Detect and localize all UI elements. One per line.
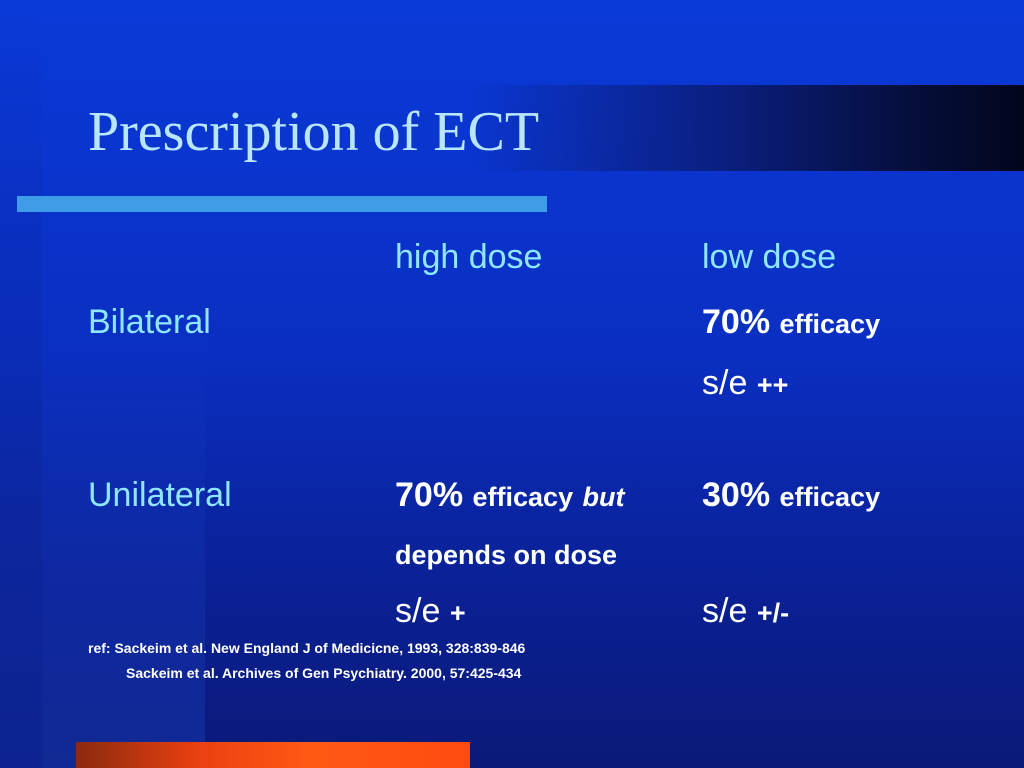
bilateral-low-se-mark: ++ — [756, 370, 789, 400]
unilateral-low-se-label: s/e — [702, 592, 748, 630]
title-underline-bar — [17, 196, 547, 212]
slide-title: Prescription of ECT — [88, 101, 540, 163]
reference-line-1: ref: Sackeim et al. New England J of Med… — [88, 640, 526, 656]
row-label-bilateral: Bilateral — [88, 303, 211, 341]
unilateral-high-but: but — [582, 482, 625, 512]
unilateral-high-efficacy-word: efficacy — [472, 482, 574, 512]
bilateral-low-percent: 70% — [702, 303, 771, 341]
unilateral-high-side-effects: s/e + — [395, 592, 466, 631]
unilateral-low-efficacy-word: efficacy — [779, 482, 881, 512]
header-high-dose: high dose — [395, 238, 543, 276]
bilateral-low-efficacy: 70% efficacy — [702, 303, 880, 342]
unilateral-low-percent: 30% — [702, 476, 771, 514]
row-label-unilateral: Unilateral — [88, 476, 232, 514]
unilateral-high-se-label: s/e — [395, 592, 441, 630]
unilateral-low-efficacy: 30% efficacy — [702, 476, 880, 515]
unilateral-high-se-mark: + — [449, 598, 466, 628]
unilateral-low-side-effects: s/e +/- — [702, 592, 789, 631]
bilateral-low-se-label: s/e — [702, 364, 748, 402]
background-band-edge — [0, 0, 42, 768]
footer-accent-bar — [76, 742, 470, 768]
unilateral-high-dose-note: depends on dose — [395, 540, 618, 570]
title-shade-bar — [470, 85, 1024, 171]
header-low-dose: low dose — [702, 238, 837, 276]
background-band — [0, 0, 205, 768]
bilateral-low-efficacy-word: efficacy — [779, 309, 881, 339]
reference-line-2: Sackeim et al. Archives of Gen Psychiatr… — [126, 665, 522, 681]
unilateral-high-efficacy: 70% efficacy but — [395, 476, 625, 515]
unilateral-high-percent: 70% — [395, 476, 464, 514]
bilateral-low-side-effects: s/e ++ — [702, 364, 788, 403]
unilateral-low-se-mark: +/- — [756, 598, 790, 628]
